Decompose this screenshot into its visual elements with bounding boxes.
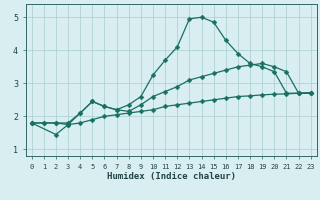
X-axis label: Humidex (Indice chaleur): Humidex (Indice chaleur) (107, 172, 236, 181)
